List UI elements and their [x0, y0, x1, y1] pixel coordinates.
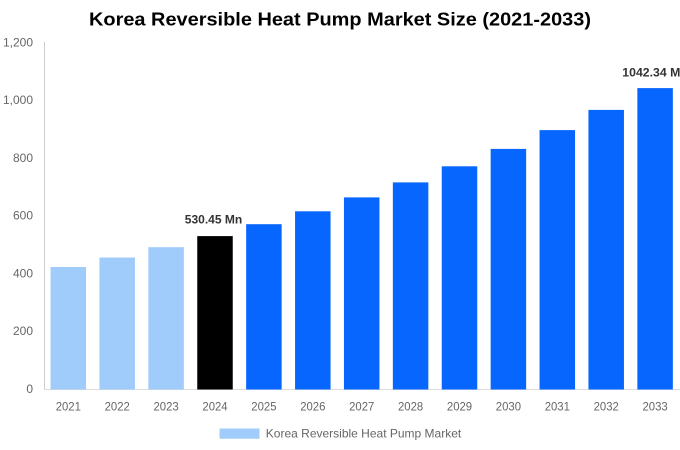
svg-text:1042.34 Mn: 1042.34 Mn: [622, 68, 680, 80]
svg-text:2030: 2030: [496, 400, 522, 414]
svg-text:1,000: 1,000: [3, 93, 33, 107]
svg-text:2033: 2033: [643, 400, 669, 414]
svg-text:800: 800: [13, 151, 33, 165]
svg-text:2029: 2029: [447, 400, 473, 414]
svg-text:2028: 2028: [398, 400, 424, 414]
svg-text:2032: 2032: [594, 400, 620, 414]
svg-text:2026: 2026: [300, 400, 326, 414]
svg-text:0: 0: [26, 382, 33, 396]
svg-text:Korea Reversible Heat Pump Mar: Korea Reversible Heat Pump Market: [266, 426, 462, 440]
svg-text:600: 600: [13, 209, 33, 223]
svg-text:1,200: 1,200: [3, 36, 33, 50]
svg-text:2021: 2021: [56, 400, 82, 414]
svg-text:2024: 2024: [202, 400, 228, 414]
svg-text:400: 400: [13, 267, 33, 281]
svg-text:Korea Reversible Heat Pump Mar: Korea Reversible Heat Pump Market Size (…: [89, 10, 591, 30]
svg-text:2023: 2023: [154, 400, 180, 414]
svg-text:2031: 2031: [545, 400, 571, 414]
svg-text:200: 200: [13, 324, 33, 338]
svg-text:530.45 Mn: 530.45 Mn: [185, 215, 243, 227]
svg-text:2022: 2022: [105, 400, 131, 414]
svg-text:2025: 2025: [251, 400, 277, 414]
svg-text:2027: 2027: [349, 400, 375, 414]
